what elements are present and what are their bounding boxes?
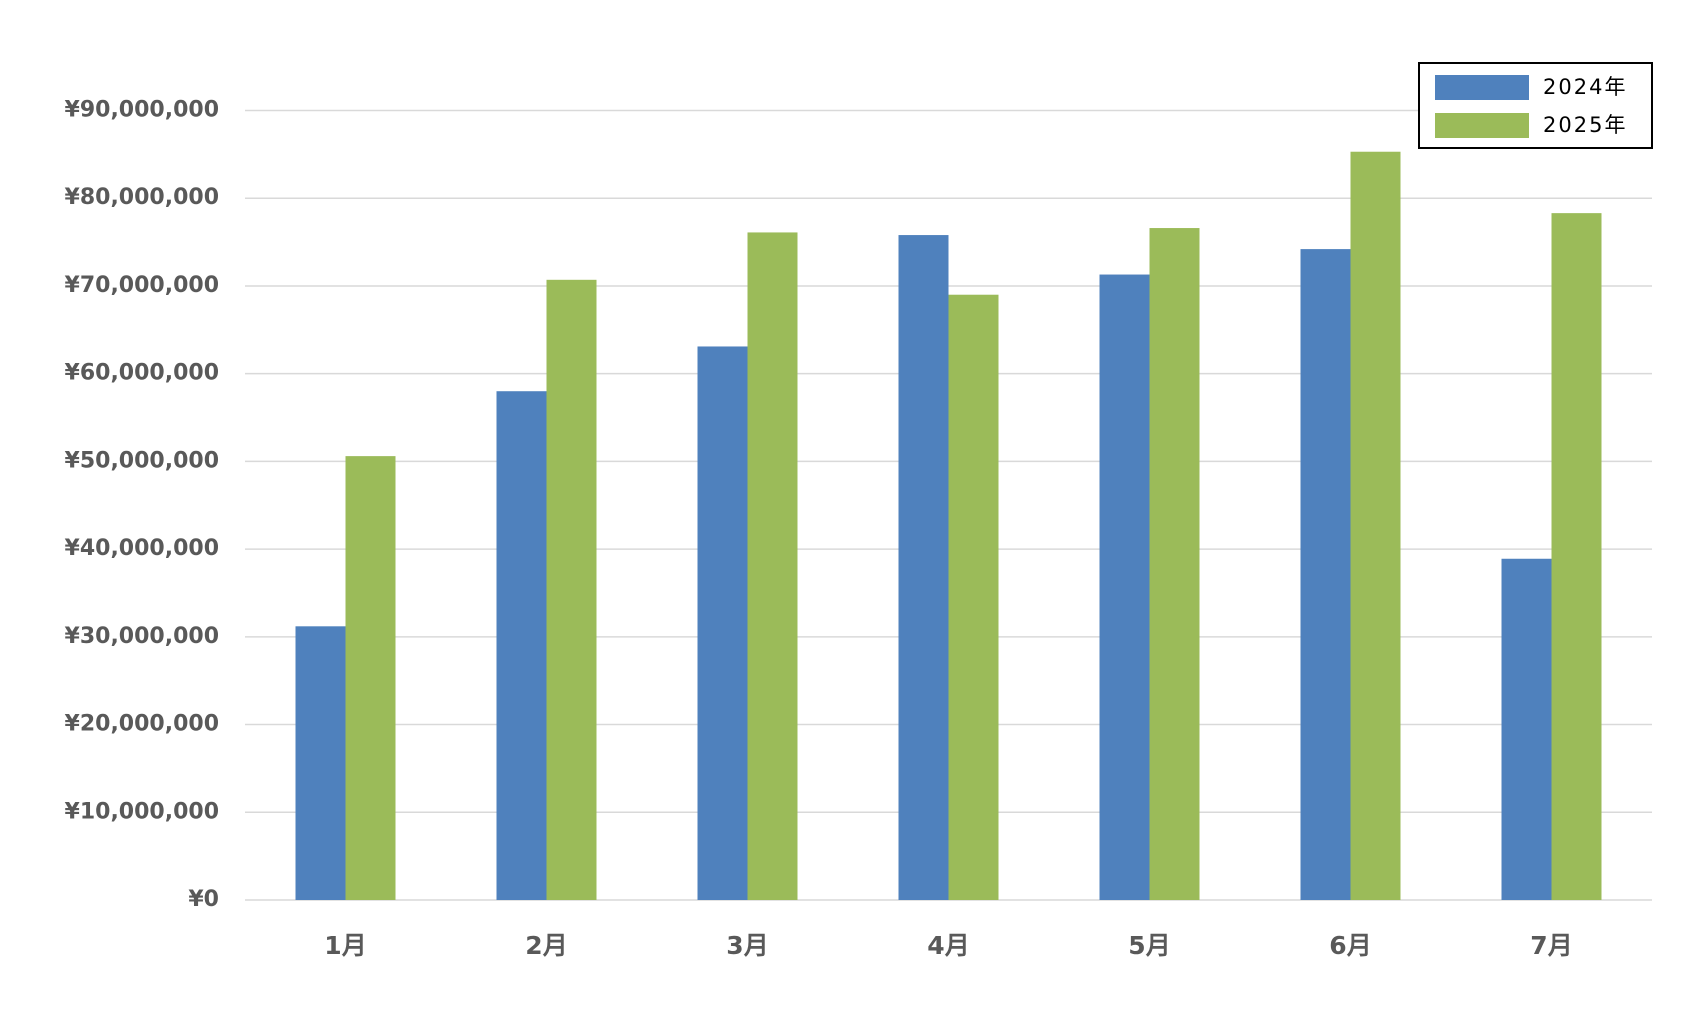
bar xyxy=(295,626,346,900)
legend-label: 2025年 xyxy=(1543,113,1627,137)
bar xyxy=(1350,151,1401,901)
bar xyxy=(898,235,949,900)
bar xyxy=(1501,558,1552,900)
x-tick-label: 2月 xyxy=(525,931,567,960)
y-tick-label: ¥60,000,000 xyxy=(65,361,219,386)
y-tick-label: ¥30,000,000 xyxy=(65,624,219,649)
y-tick-label: ¥40,000,000 xyxy=(65,536,219,561)
bar xyxy=(496,391,547,900)
y-tick-label: ¥0 xyxy=(188,887,219,912)
bar xyxy=(1300,249,1351,901)
y-tick-label: ¥80,000,000 xyxy=(65,185,219,210)
y-tick-label: ¥90,000,000 xyxy=(65,98,219,123)
y-tick-label: ¥70,000,000 xyxy=(65,273,219,298)
x-tick-label: 6月 xyxy=(1329,931,1371,960)
x-tick-label: 4月 xyxy=(927,931,969,960)
bar xyxy=(345,456,396,900)
y-tick-label: ¥10,000,000 xyxy=(65,799,219,824)
bar xyxy=(1099,274,1150,901)
y-tick-label: ¥50,000,000 xyxy=(65,448,219,473)
bar xyxy=(1149,228,1200,900)
x-tick-label: 1月 xyxy=(324,931,366,960)
legend-swatch xyxy=(1435,75,1529,100)
bar xyxy=(546,279,597,900)
bar xyxy=(1551,213,1602,900)
legend-label: 2024年 xyxy=(1543,75,1627,99)
x-tick-label: 3月 xyxy=(726,931,768,960)
bar xyxy=(948,294,999,900)
bar xyxy=(697,346,748,900)
y-tick-label: ¥20,000,000 xyxy=(65,712,219,737)
legend-swatch xyxy=(1435,113,1529,138)
x-tick-label: 7月 xyxy=(1530,931,1572,960)
x-tick-label: 5月 xyxy=(1128,931,1170,960)
bar xyxy=(747,232,798,900)
